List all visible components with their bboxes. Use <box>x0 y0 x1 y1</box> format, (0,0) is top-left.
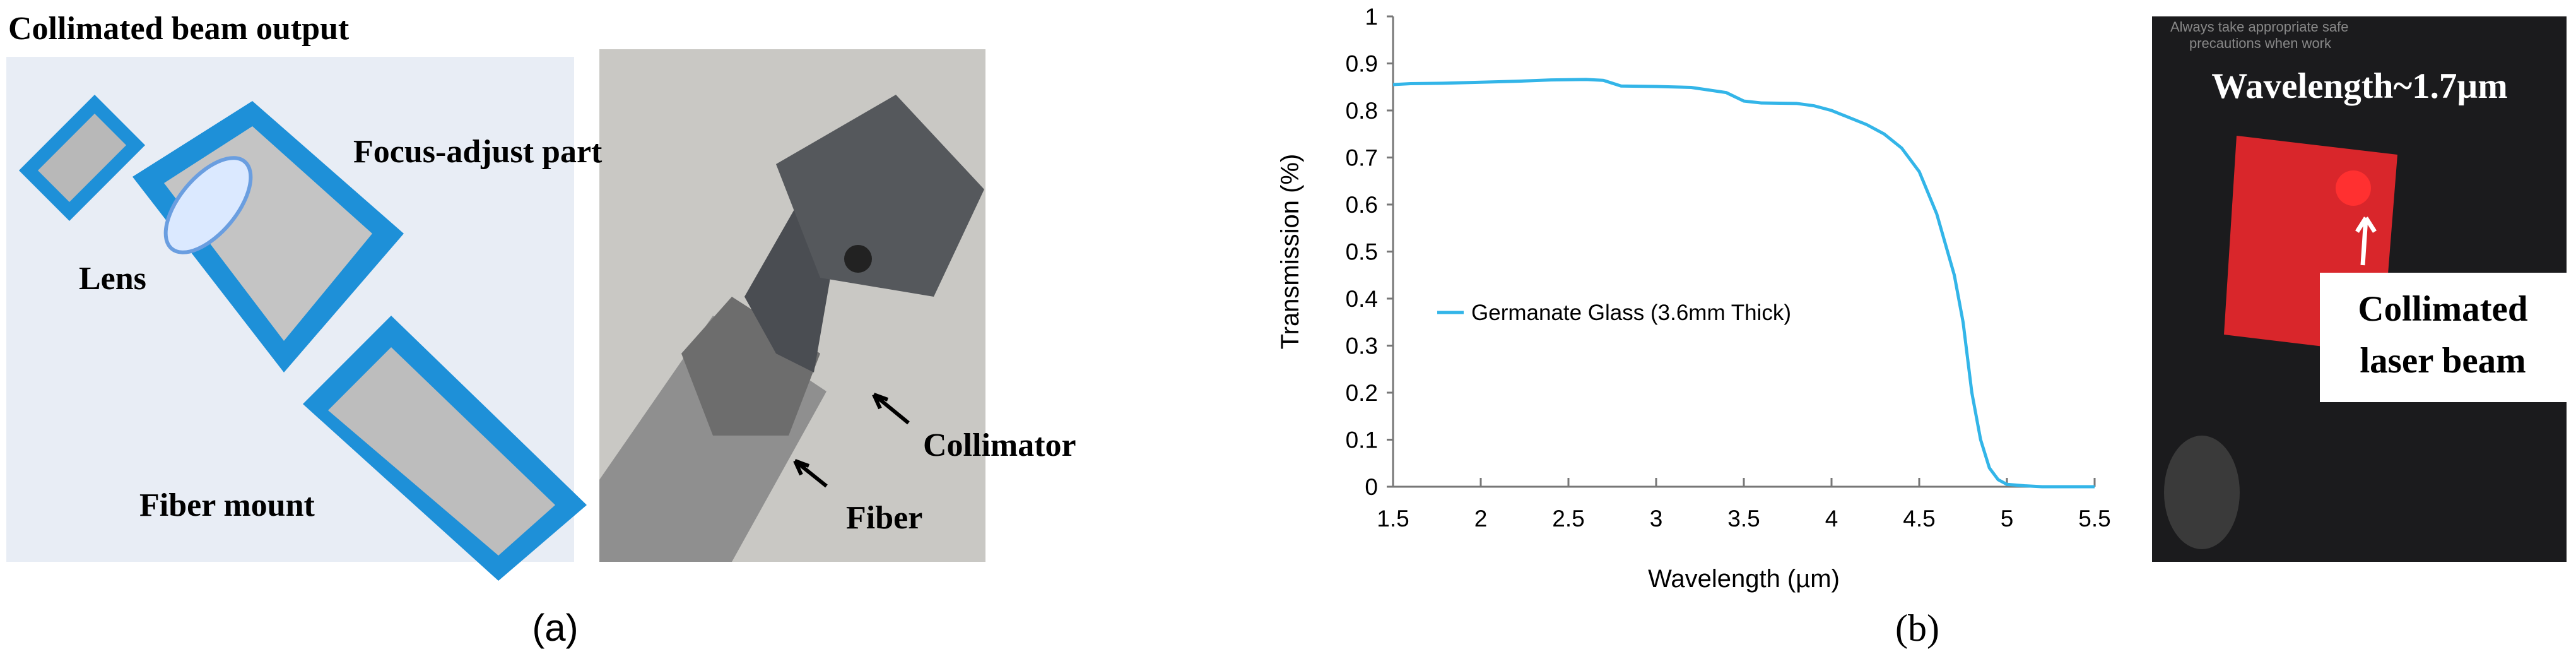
label: laser beam <box>2360 341 2526 381</box>
y-tick-label: 0.3 <box>1346 333 1378 359</box>
label: Collimator <box>923 427 1076 463</box>
collimator-head <box>776 95 984 297</box>
y-tick-label: 0.6 <box>1346 192 1378 218</box>
beam-spot <box>2336 170 2371 206</box>
x-tick-label: 4.5 <box>1903 506 1935 532</box>
beam-photo <box>2152 16 2567 562</box>
y-tick-label: 0.1 <box>1346 427 1378 453</box>
chart: 0 0.1 0.2 0.3 0.4 0.5 0.6 0.7 0.8 0.9 1 1.5 2 2.5 3 3.5… <box>1276 4 2111 593</box>
y-tick-label: 0.4 <box>1346 286 1378 312</box>
arrow <box>793 459 828 488</box>
caption: (a) <box>532 607 578 649</box>
collimator-photo <box>599 49 985 562</box>
y-tick-label: 0 <box>1365 474 1378 500</box>
arrow <box>2355 217 2377 266</box>
label: Lens <box>79 261 146 297</box>
label: Collimated beam output <box>8 11 350 47</box>
part-fiber-mount-inner <box>328 347 555 556</box>
collimator-hole <box>844 245 872 273</box>
y-tick-label: 0.7 <box>1346 145 1378 171</box>
caption: (b) <box>1895 607 1939 649</box>
label: Fiber <box>846 500 922 536</box>
label: Focus-adjust part <box>353 134 603 170</box>
series-line <box>1392 78 2095 489</box>
diagram <box>6 57 587 581</box>
y-tick-label: 0.5 <box>1346 239 1378 265</box>
x-tick-label: 5.5 <box>2078 506 2110 532</box>
y-tick-label: 0.9 <box>1346 51 1378 77</box>
x-tick-label: 3.5 <box>1727 506 1760 532</box>
label-box <box>2320 273 2567 402</box>
y-tick-label: 1 <box>1365 4 1378 30</box>
part-output-inner <box>38 114 126 202</box>
label: Fiber mount <box>139 487 315 523</box>
arrow <box>872 393 910 425</box>
y-tick-label: 0.2 <box>1346 380 1378 406</box>
label: Wavelength~1.7µm <box>2211 66 2507 106</box>
fixture <box>2164 436 2240 549</box>
label: Collimated <box>2358 289 2527 329</box>
x-axis-title: Wavelength (µm) <box>1648 565 1840 593</box>
x-tick-label: 1.5 <box>1377 506 1409 532</box>
y-tick-label: 0.8 <box>1346 98 1378 124</box>
sign-text: precautions when work <box>2189 35 2332 51</box>
x-tick-label: 2 <box>1474 506 1488 532</box>
sign-text: Always take appropriate safe <box>2170 19 2349 35</box>
x-tick-label: 4 <box>1825 506 1838 532</box>
x-tick-label: 5 <box>2001 506 2014 532</box>
x-tick-label: 2.5 <box>1552 506 1584 532</box>
x-tick-label: 3 <box>1650 506 1663 532</box>
y-axis-title: Transmission (%) <box>1276 154 1304 350</box>
lens <box>163 156 253 254</box>
legend-label: Germanate Glass (3.6mm Thick) <box>1471 300 1791 325</box>
